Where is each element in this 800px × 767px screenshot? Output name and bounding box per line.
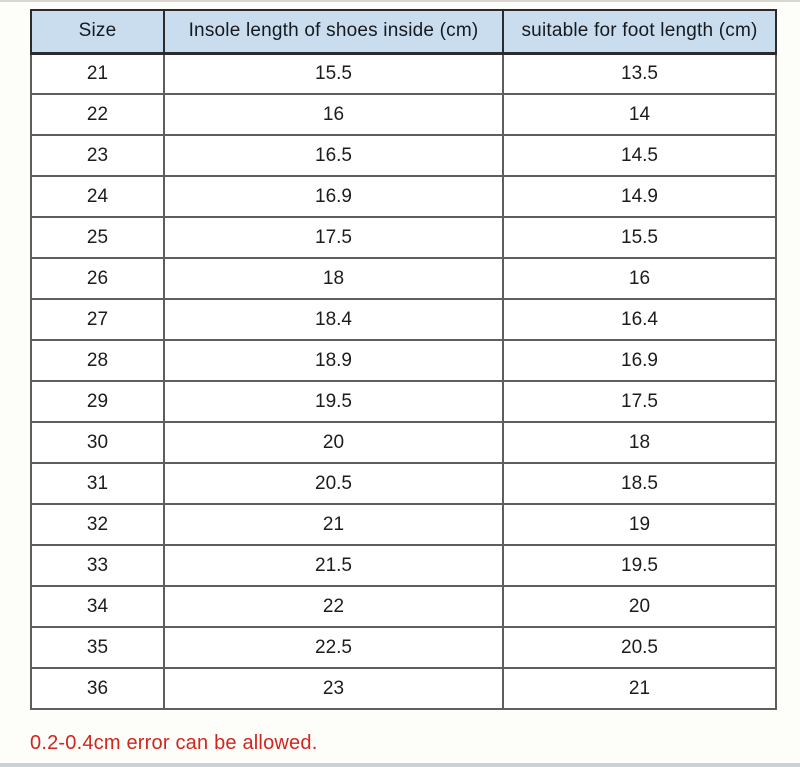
- foot-length-cell: 16: [502, 257, 777, 300]
- table-row: 22 16 14: [30, 93, 777, 136]
- size-cell: 32: [30, 503, 165, 546]
- insole-length-cell: 22.5: [163, 626, 504, 669]
- foot-length-cell: 21: [502, 667, 777, 710]
- table-row: 25 17.5 15.5: [30, 216, 777, 259]
- column-header-size: Size: [30, 9, 165, 55]
- column-header-insole-length: Insole length of shoes inside (cm): [163, 9, 504, 55]
- foot-length-cell: 16.4: [502, 298, 777, 341]
- insole-length-cell: 23: [163, 667, 504, 710]
- size-chart-table: Size Insole length of shoes inside (cm) …: [30, 9, 777, 710]
- foot-length-cell: 19: [502, 503, 777, 546]
- size-cell: 35: [30, 626, 165, 669]
- insole-length-cell: 20.5: [163, 462, 504, 505]
- foot-length-cell: 15.5: [502, 216, 777, 259]
- table-row: 24 16.9 14.9: [30, 175, 777, 218]
- insole-length-cell: 21.5: [163, 544, 504, 587]
- table-row: 29 19.5 17.5: [30, 380, 777, 423]
- size-cell: 24: [30, 175, 165, 218]
- table-row: 28 18.9 16.9: [30, 339, 777, 382]
- table-row: 32 21 19: [30, 503, 777, 546]
- size-cell: 28: [30, 339, 165, 382]
- table-row: 21 15.5 13.5: [30, 52, 777, 95]
- table-row: 34 22 20: [30, 585, 777, 628]
- size-cell: 25: [30, 216, 165, 259]
- size-cell: 26: [30, 257, 165, 300]
- header-row: Size Insole length of shoes inside (cm) …: [30, 9, 777, 55]
- table-row: 23 16.5 14.5: [30, 134, 777, 177]
- foot-length-cell: 14.5: [502, 134, 777, 177]
- tolerance-note: 0.2-0.4cm error can be allowed.: [30, 732, 318, 754]
- size-cell: 33: [30, 544, 165, 587]
- foot-length-cell: 17.5: [502, 380, 777, 423]
- foot-length-cell: 13.5: [502, 52, 777, 95]
- foot-length-cell: 19.5: [502, 544, 777, 587]
- foot-length-cell: 20.5: [502, 626, 777, 669]
- size-cell: 31: [30, 462, 165, 505]
- table-row: 31 20.5 18.5: [30, 462, 777, 505]
- insole-length-cell: 21: [163, 503, 504, 546]
- size-chart-header: Size Insole length of shoes inside (cm) …: [30, 9, 777, 55]
- table-row: 27 18.4 16.4: [30, 298, 777, 341]
- column-header-foot-length: suitable for foot length (cm): [502, 9, 777, 55]
- page-bottom-edge-line: [0, 763, 800, 767]
- size-cell: 21: [30, 52, 165, 95]
- foot-length-cell: 14.9: [502, 175, 777, 218]
- size-cell: 30: [30, 421, 165, 464]
- size-cell: 36: [30, 667, 165, 710]
- insole-length-cell: 17.5: [163, 216, 504, 259]
- table-row: 30 20 18: [30, 421, 777, 464]
- size-table-body: 21 15.5 13.5 22 16 14 23 16.5 14.5 24 16.9 14.9 25 17…: [30, 52, 777, 710]
- size-cell: 29: [30, 380, 165, 423]
- insole-length-cell: 16.5: [163, 134, 504, 177]
- foot-length-cell: 14: [502, 93, 777, 136]
- foot-length-cell: 18: [502, 421, 777, 464]
- insole-length-cell: 18.9: [163, 339, 504, 382]
- insole-length-cell: 20: [163, 421, 504, 464]
- size-chart: Size Insole length of shoes inside (cm) …: [30, 9, 777, 710]
- insole-length-cell: 19.5: [163, 380, 504, 423]
- table-row: 35 22.5 20.5: [30, 626, 777, 669]
- size-cell: 23: [30, 134, 165, 177]
- table-row: 26 18 16: [30, 257, 777, 300]
- insole-length-cell: 22: [163, 585, 504, 628]
- foot-length-cell: 16.9: [502, 339, 777, 382]
- foot-length-cell: 20: [502, 585, 777, 628]
- insole-length-cell: 16: [163, 93, 504, 136]
- insole-length-cell: 15.5: [163, 52, 504, 95]
- table-row: 36 23 21: [30, 667, 777, 710]
- insole-length-cell: 18: [163, 257, 504, 300]
- foot-length-cell: 18.5: [502, 462, 777, 505]
- size-cell: 34: [30, 585, 165, 628]
- size-cell: 27: [30, 298, 165, 341]
- page-top-edge-line: [0, 0, 800, 2]
- insole-length-cell: 16.9: [163, 175, 504, 218]
- size-cell: 22: [30, 93, 165, 136]
- insole-length-cell: 18.4: [163, 298, 504, 341]
- table-row: 33 21.5 19.5: [30, 544, 777, 587]
